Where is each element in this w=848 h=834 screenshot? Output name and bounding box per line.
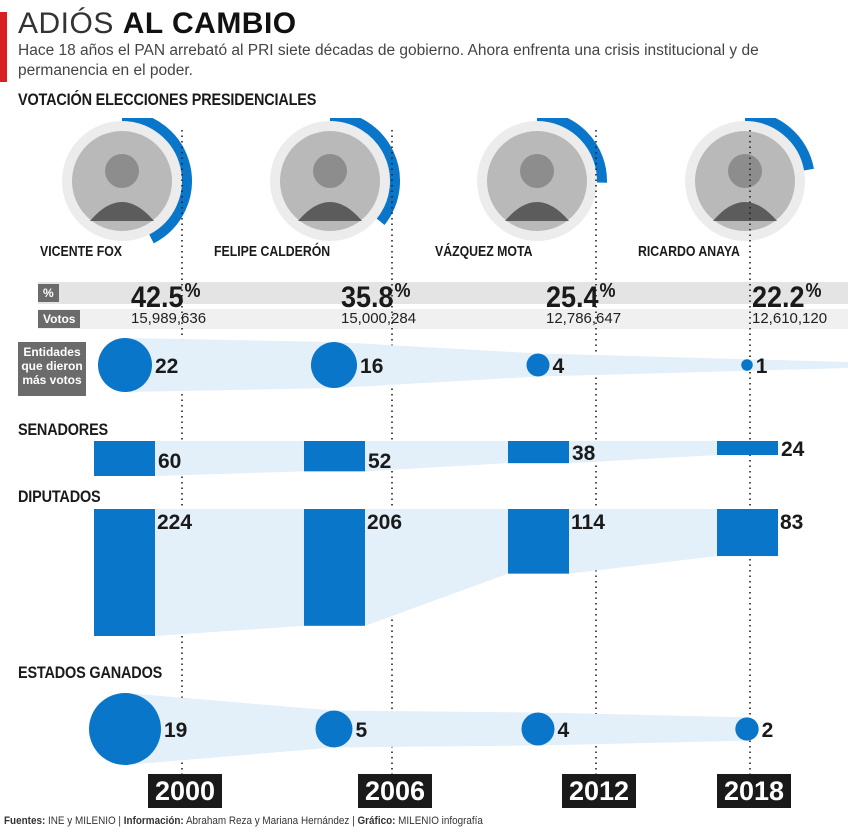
entidades-value-2012: 4	[553, 355, 565, 378]
year-label-2006: 2006	[358, 774, 433, 808]
votes-value-2018: 12,610,120	[752, 310, 828, 327]
section-title-senadores: SENADORES	[18, 420, 109, 439]
entidades-value-2006: 16	[360, 355, 383, 378]
diputados-value-2000: 224	[157, 511, 192, 534]
vote-share-arc	[536, 118, 608, 183]
entidades-circle-2018	[741, 359, 753, 371]
candidate-portrait-vazquez-mota	[477, 118, 647, 268]
candidate-name-vazquez-mota: VÁZQUEZ MOTA	[435, 243, 533, 260]
candidate-name-calderon: FELIPE CALDERÓN	[214, 243, 331, 260]
title-light: ADIÓS	[18, 7, 114, 40]
year-label-2012: 2012	[562, 774, 637, 808]
diputados-bar-2012	[508, 509, 569, 574]
avatar-body	[713, 202, 777, 221]
candidate-name-anaya: RICARDO ANAYA	[638, 243, 740, 260]
candidate-name-fox: VICENTE FOX	[40, 243, 123, 260]
senadores-value-2000: 60	[158, 450, 181, 473]
page-title: ADIÓS AL CAMBIO	[18, 6, 297, 42]
senadores-bar-2000	[94, 441, 155, 476]
candidate-portrait-fox	[62, 118, 232, 268]
votes-value-2006: 15,000,284	[341, 310, 417, 327]
avatar-body	[298, 202, 362, 221]
senadores-flow-band	[94, 441, 778, 476]
senadores-bar-2018	[717, 441, 778, 455]
estados-circle-2000	[89, 693, 161, 765]
pct-value-2000: 42.5%	[131, 280, 201, 314]
entidades-value-2000: 22	[155, 355, 178, 378]
entidades-circle-2012	[526, 353, 550, 377]
pct-value-2006: 35.8%	[341, 280, 411, 314]
votes-row-band	[38, 309, 848, 329]
diputados-bar-2006	[304, 509, 365, 626]
title-bold: AL CAMBIO	[122, 7, 297, 40]
diputados-value-2018: 83	[780, 511, 803, 534]
avatar-head	[728, 154, 762, 188]
pct-row-label: %	[38, 284, 59, 302]
estados-value-2000: 19	[164, 719, 187, 742]
footer-credits: Fuentes: INE y MILENIO | Información: Ab…	[4, 815, 483, 827]
diputados-value-2006: 206	[367, 511, 402, 534]
year-label-2000: 2000	[148, 774, 223, 808]
estados-value-2012: 4	[558, 719, 570, 742]
section-title-diputados: DIPUTADOS	[18, 487, 101, 506]
senadores-bar-2006	[304, 441, 365, 472]
avatar-head	[313, 154, 347, 188]
votes-row-label: Votos	[38, 310, 81, 328]
avatar-body	[505, 202, 569, 221]
section-title-presidential: VOTACIÓN ELECCIONES PRESIDENCIALES	[18, 90, 317, 109]
avatar-body	[90, 202, 154, 221]
senadores-value-2018: 24	[781, 438, 805, 461]
votes-value-2012: 12,786,647	[546, 310, 622, 327]
page-subtitle: Hace 18 años el PAN arrebató al PRI siet…	[18, 42, 759, 79]
senadores-bar-2012	[508, 441, 569, 464]
estados-flow-band	[125, 693, 747, 765]
diputados-bar-2000	[94, 509, 155, 636]
estados-value-2006: 5	[355, 719, 367, 742]
estados-value-2018: 2	[762, 719, 774, 742]
accent-bar	[0, 12, 7, 82]
entidades-value-2018: 1	[756, 355, 768, 378]
senadores-value-2012: 38	[572, 442, 596, 465]
pct-value-2012: 25.4%	[546, 280, 616, 314]
year-label-2018: 2018	[717, 774, 792, 808]
entidades-flow-band	[125, 338, 848, 392]
candidate-portrait-anaya	[685, 118, 848, 268]
section-title-estados: ESTADOS GANADOS	[18, 663, 163, 682]
entidades-circle-2000	[98, 338, 152, 392]
votes-value-2000: 15,989,636	[131, 310, 207, 327]
pct-row-band	[38, 282, 848, 304]
vote-share-arc	[744, 118, 814, 171]
pct-value-2018: 22.2%	[752, 280, 822, 314]
avatar-head	[520, 154, 554, 188]
avatar-head	[105, 154, 139, 188]
entidades-circle-2006	[310, 341, 358, 389]
senadores-value-2006: 52	[368, 450, 391, 473]
candidate-portrait-calderon	[270, 118, 440, 268]
vote-share-arc	[329, 118, 400, 225]
entidades-label: Entidades que dieron más votos	[18, 342, 86, 396]
diputados-bar-2018	[717, 509, 778, 557]
estados-circle-2018	[735, 717, 759, 741]
vote-share-arc	[121, 118, 192, 244]
diputados-value-2012: 114	[571, 511, 605, 534]
estados-circle-2006	[315, 710, 353, 748]
estados-circle-2012	[521, 712, 555, 746]
diputados-flow-band	[94, 509, 778, 636]
